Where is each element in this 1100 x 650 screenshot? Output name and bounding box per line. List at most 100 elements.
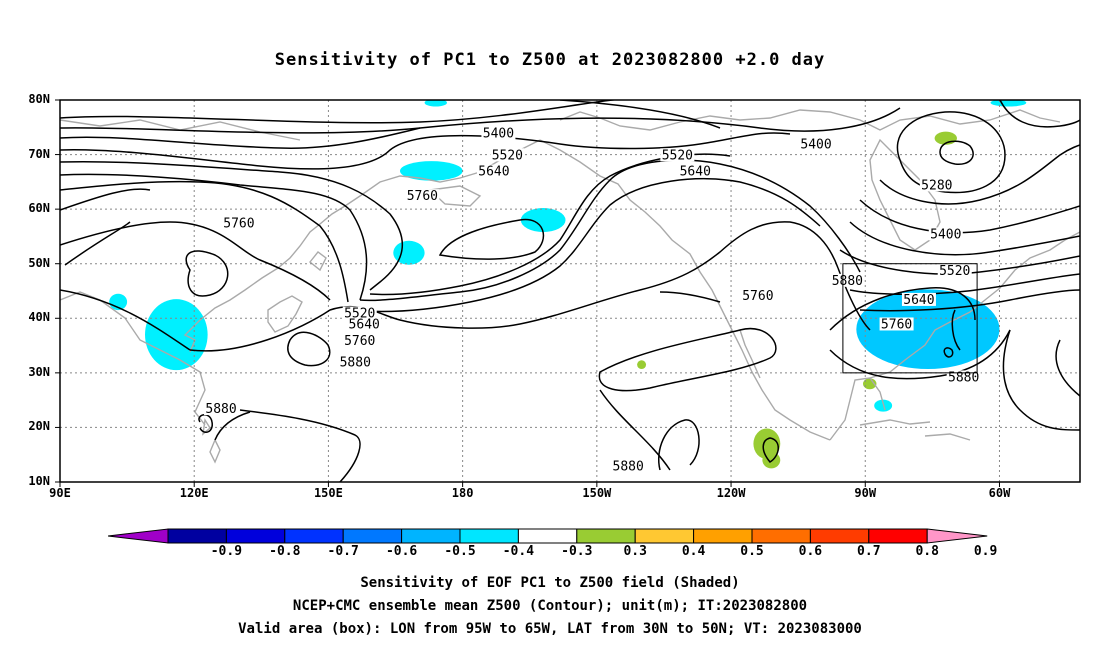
z500-contour xyxy=(287,331,331,367)
colorbar-label: -0.5 xyxy=(444,544,476,559)
sensitivity-patch xyxy=(145,299,208,371)
z500-contour xyxy=(198,414,213,433)
sensitivity-patch xyxy=(393,240,425,265)
contour-label: 5880 xyxy=(832,274,863,289)
contour-label-bg xyxy=(490,148,525,162)
contour-label: 5280 xyxy=(921,178,952,193)
lon-label: 150E xyxy=(313,486,343,500)
colorbar-swatch xyxy=(401,528,461,544)
contour-label-bg xyxy=(946,370,981,384)
colorbar-label: -0.3 xyxy=(561,544,593,559)
axis-ticks xyxy=(55,99,1000,487)
colorbar-end-high xyxy=(926,528,988,544)
contour-label-bg xyxy=(405,189,440,203)
z500-contours xyxy=(60,100,1080,482)
coastline xyxy=(209,438,221,464)
z500-contour xyxy=(1002,329,1080,431)
colorbar-swatch xyxy=(868,528,928,544)
contour-label: 5760 xyxy=(223,217,254,232)
colorbar-label: 0.5 xyxy=(740,544,764,559)
z500-contour xyxy=(659,291,721,303)
contour-label-bg xyxy=(937,263,972,277)
z500-contour xyxy=(951,309,961,351)
colorbar-swatch xyxy=(167,528,227,544)
colorbar-swatch xyxy=(634,528,695,544)
colorbar-swatch xyxy=(459,528,519,544)
sensitivity-patch xyxy=(520,208,566,233)
lon-label: 150W xyxy=(582,486,612,500)
contour-label: 5400 xyxy=(483,126,514,141)
z500-contour xyxy=(64,221,131,266)
coastline xyxy=(559,109,1061,131)
z500-contour xyxy=(239,409,361,482)
sensitivity-patch xyxy=(400,161,463,181)
map-frame xyxy=(59,99,1081,483)
z500-contour xyxy=(859,289,1080,312)
colorbar-label: 0.9 xyxy=(973,544,998,559)
contour-label: 5880 xyxy=(340,356,371,371)
z500-contour xyxy=(829,329,1011,380)
contour-label-bg xyxy=(204,402,239,416)
caption-contour: NCEP+CMC ensemble mean Z500 (Contour); u… xyxy=(292,598,808,614)
lon-label: 120E xyxy=(179,486,209,500)
contour-label: 5760 xyxy=(344,334,375,349)
contour-label: 5400 xyxy=(800,137,831,152)
contour-label-bg xyxy=(342,333,377,347)
colorbar-label: -0.4 xyxy=(502,544,535,559)
z500-contour xyxy=(658,419,700,471)
coastline xyxy=(267,295,303,333)
lat-label: 70N xyxy=(28,146,50,161)
lat-label: 50N xyxy=(28,255,50,270)
z500-contour xyxy=(189,221,839,352)
contour-label: 5880 xyxy=(948,370,979,385)
z500-contour xyxy=(359,159,861,302)
colorbar-label: -0.6 xyxy=(385,544,418,559)
contour-label: 5760 xyxy=(881,317,912,332)
lon-label: 60W xyxy=(988,486,1011,500)
colorbar xyxy=(108,528,988,544)
z500-contour xyxy=(1055,339,1080,397)
colorbar-label: 0.8 xyxy=(915,544,939,559)
colorbar-label: 0.6 xyxy=(798,544,823,559)
contour-label-bg xyxy=(799,137,834,151)
sensitivity-patch xyxy=(424,100,447,107)
coastline xyxy=(539,139,831,441)
contour-label-bg xyxy=(481,126,516,140)
colorbar-label: -0.9 xyxy=(210,544,243,559)
colorbar-swatch xyxy=(751,528,811,544)
z500-contour xyxy=(60,160,404,291)
contour-label: 5640 xyxy=(349,317,380,332)
lat-label: 30N xyxy=(28,364,50,379)
colorbar-swatch xyxy=(342,528,403,544)
sensitivity-patch xyxy=(863,378,877,390)
contour-label: 5520 xyxy=(492,148,523,163)
z500-contour xyxy=(349,177,821,313)
coastline xyxy=(739,329,761,379)
colorbar-swatch xyxy=(225,528,286,544)
coastline xyxy=(924,433,971,441)
colorbar-label: -0.7 xyxy=(327,544,359,559)
valid-area-box xyxy=(842,263,978,374)
contour-label-bg xyxy=(611,459,646,473)
lat-label: 80N xyxy=(28,92,50,106)
z500-contour xyxy=(559,100,721,129)
z500-contour xyxy=(939,140,974,165)
contour-label-bg xyxy=(740,289,775,303)
contour-label: 5640 xyxy=(680,165,711,180)
caption-shading: Sensitivity of EOF PC1 to Z500 field (Sh… xyxy=(360,575,740,591)
z500-contour xyxy=(943,347,954,358)
z500-contour xyxy=(369,153,731,296)
contour-label-bg xyxy=(347,317,382,331)
contour-label: 5880 xyxy=(205,402,236,417)
colorbar-swatch xyxy=(284,528,344,544)
contour-label-bg xyxy=(678,164,713,178)
map-title: Sensitivity of PC1 to Z500 at 2023082800… xyxy=(274,50,826,70)
z500-contour xyxy=(60,100,620,124)
contour-label-bg xyxy=(342,306,377,320)
contour-label-bg xyxy=(919,178,954,192)
z500-contour xyxy=(214,411,251,441)
z500-contour xyxy=(999,100,1080,128)
lat-label: 20N xyxy=(28,419,50,434)
contour-label-bg xyxy=(928,227,963,241)
colorbar-swatch xyxy=(693,528,753,544)
